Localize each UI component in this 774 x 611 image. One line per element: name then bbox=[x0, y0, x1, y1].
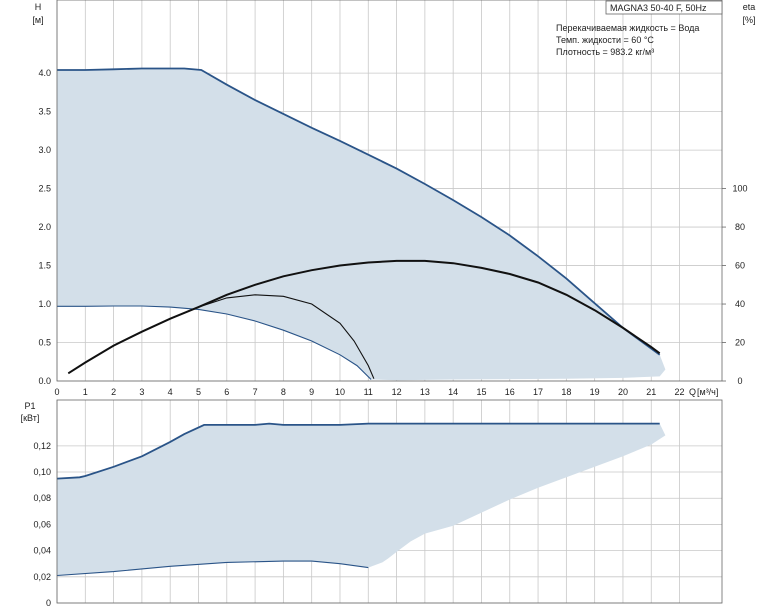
power-plot-frame bbox=[56, 399, 723, 604]
product-title: MAGNA3 50-40 F, 50Hz bbox=[610, 3, 707, 13]
x-tick-label-22: 22 bbox=[675, 387, 685, 397]
power-axis-title: P1 bbox=[24, 401, 35, 411]
head-plot: 0 1 2 3 4 5 6 7 8 9 10 11 12 13 14 15 16 17 18 19 20 21 220.00… bbox=[38, 0, 748, 397]
eta-axis-title: eta bbox=[743, 2, 756, 12]
power-min-curve bbox=[56, 560, 369, 577]
x-tick-label-13: 13 bbox=[420, 387, 430, 397]
x-tick-label-12: 12 bbox=[392, 387, 402, 397]
x-tick-label-10: 10 bbox=[335, 387, 345, 397]
head-axis-title: H bbox=[35, 2, 42, 12]
info-temperature: Темп. жидкости = 60 °C bbox=[556, 35, 654, 45]
eta-tick-label-20: 20 bbox=[735, 338, 745, 348]
head-min-curve bbox=[57, 305, 372, 380]
x-tick-label-3: 3 bbox=[139, 387, 144, 397]
head-axes: 0 1 2 3 4 5 6 7 8 9 10 11 12 13 14 15 16 17 18 19 20 21 220.00… bbox=[38, 0, 748, 397]
x-tick-label-4: 4 bbox=[168, 387, 173, 397]
info-liquid: Перекачиваемая жидкость = Вода bbox=[556, 23, 699, 33]
power-y-tick-label-0,06: 0,06 bbox=[33, 519, 51, 529]
power-operating-area bbox=[57, 423, 666, 576]
power-y-tick-label-0,10: 0,10 bbox=[33, 467, 51, 477]
power-axis-unit: [кВт] bbox=[21, 413, 40, 423]
head-series bbox=[57, 67, 666, 381]
x-tick-label-16: 16 bbox=[505, 387, 515, 397]
conditions-info: Перекачиваемая жидкость = Вода Темп. жид… bbox=[556, 23, 699, 57]
flow-axis-title: Q bbox=[689, 387, 696, 397]
head-max-curve bbox=[57, 67, 661, 356]
power-plot: 0 0,02 0,04 0,06 0,08 0,10 0,12 bbox=[33, 399, 723, 608]
x-tick-label-5: 5 bbox=[196, 387, 201, 397]
power-y-tick-label-0,08: 0,08 bbox=[33, 493, 51, 503]
eta-tick-label-0: 0 bbox=[737, 376, 742, 386]
x-tick-label-11: 11 bbox=[364, 387, 373, 397]
x-tick-label-1: 1 bbox=[83, 387, 88, 397]
head-y-tick-label-0.5: 0.5 bbox=[38, 338, 51, 348]
eta-tick-label-60: 60 bbox=[735, 261, 745, 271]
x-tick-label-21: 21 bbox=[646, 387, 656, 397]
head-y-tick-label-1.0: 1.0 bbox=[38, 299, 51, 309]
power-y-tick-label-0,02: 0,02 bbox=[33, 572, 51, 582]
head-y-tick-label-1.5: 1.5 bbox=[38, 261, 51, 271]
flow-axis-unit: [м³/ч] bbox=[697, 387, 718, 397]
x-tick-label-7: 7 bbox=[253, 387, 258, 397]
head-y-tick-label-0.0: 0.0 bbox=[38, 376, 51, 386]
x-tick-label-19: 19 bbox=[590, 387, 600, 397]
head-y-tick-label-2.5: 2.5 bbox=[38, 184, 51, 194]
power-y-tick-label-0: 0 bbox=[46, 598, 51, 608]
head-y-tick-label-4.0: 4.0 bbox=[38, 68, 51, 78]
head-y-tick-label-3.0: 3.0 bbox=[38, 145, 51, 155]
head-y-tick-label-2.0: 2.0 bbox=[38, 222, 51, 232]
x-tick-label-18: 18 bbox=[561, 387, 571, 397]
x-tick-label-8: 8 bbox=[281, 387, 286, 397]
power-axes: 0 0,02 0,04 0,06 0,08 0,10 0,12 bbox=[33, 399, 723, 608]
eta-tick-label-80: 80 bbox=[735, 222, 745, 232]
info-density: Плотность = 983.2 кг/м³ bbox=[556, 47, 654, 57]
x-tick-label-14: 14 bbox=[448, 387, 458, 397]
x-tick-label-17: 17 bbox=[533, 387, 543, 397]
eta-tick-label-100: 100 bbox=[732, 184, 747, 194]
product-box: MAGNA3 50-40 F, 50Hz bbox=[605, 0, 723, 15]
power-max-curve bbox=[56, 422, 660, 480]
head-axis-unit: [м] bbox=[32, 15, 43, 25]
head-y-tick-label-3.5: 3.5 bbox=[38, 107, 51, 117]
x-tick-label-6: 6 bbox=[224, 387, 229, 397]
power-y-tick-label-0,04: 0,04 bbox=[33, 546, 51, 556]
eta-axis-unit: [%] bbox=[742, 15, 755, 25]
power-y-tick-label-0,12: 0,12 bbox=[33, 441, 51, 451]
x-tick-label-2: 2 bbox=[111, 387, 116, 397]
x-tick-label-20: 20 bbox=[618, 387, 628, 397]
head-operating-area bbox=[57, 68, 666, 381]
x-tick-label-9: 9 bbox=[309, 387, 314, 397]
eta-min-curve bbox=[68, 294, 375, 379]
x-tick-label-15: 15 bbox=[476, 387, 486, 397]
head-plot-frame bbox=[56, 0, 723, 382]
x-tick-label-0: 0 bbox=[54, 387, 59, 397]
eta-tick-label-40: 40 bbox=[735, 299, 745, 309]
power-series bbox=[56, 422, 666, 577]
